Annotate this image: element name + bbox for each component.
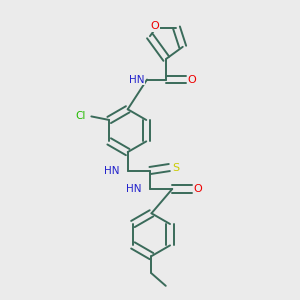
Text: HN: HN (129, 75, 145, 85)
Text: Cl: Cl (76, 111, 86, 122)
Text: HN: HN (104, 166, 119, 176)
Text: O: O (188, 75, 197, 85)
Text: S: S (172, 163, 179, 172)
Text: HN: HN (126, 184, 142, 194)
Text: O: O (194, 184, 203, 194)
Text: O: O (150, 21, 159, 31)
